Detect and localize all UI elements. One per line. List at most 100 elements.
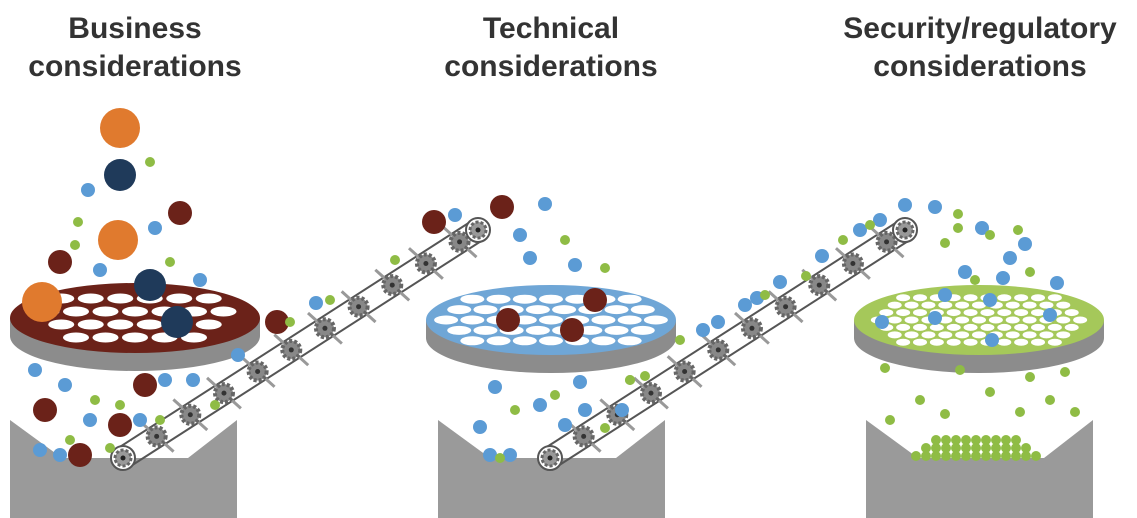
ball xyxy=(231,348,245,362)
ball xyxy=(1043,308,1057,322)
ball xyxy=(938,288,952,302)
ball xyxy=(983,293,997,307)
ball xyxy=(1021,443,1031,453)
sieve-hole xyxy=(78,294,104,304)
ball xyxy=(1018,237,1032,251)
hopper xyxy=(866,420,1093,518)
ball xyxy=(448,208,462,222)
sieve-hole xyxy=(618,316,642,325)
ball xyxy=(578,403,592,417)
ball xyxy=(513,228,527,242)
sieve-hole xyxy=(913,339,927,346)
ball xyxy=(1025,372,1035,382)
sieve-hole xyxy=(631,326,655,335)
sieve-hole xyxy=(487,336,511,345)
gear-hub xyxy=(255,369,260,374)
gear-hub xyxy=(289,347,294,352)
sieve-hole xyxy=(605,305,629,314)
ball xyxy=(104,159,136,191)
sieve-hole xyxy=(913,294,927,301)
sieve-hole xyxy=(1065,309,1079,316)
ball xyxy=(915,395,925,405)
ball xyxy=(28,363,42,377)
ball xyxy=(625,375,635,385)
sieve-hole xyxy=(997,294,1011,301)
sieve-hole xyxy=(1023,317,1037,324)
gear-hub xyxy=(903,228,908,233)
ball xyxy=(1060,367,1070,377)
ball xyxy=(1045,395,1055,405)
illustration: Business considerations Technical consid… xyxy=(0,0,1137,518)
ball xyxy=(70,240,80,250)
ball xyxy=(928,200,942,214)
sieve-hole xyxy=(997,324,1011,331)
ball xyxy=(165,257,175,267)
ball xyxy=(90,395,100,405)
sieve-hole xyxy=(989,317,1003,324)
sieve-hole xyxy=(930,339,944,346)
ball xyxy=(600,263,610,273)
sieve-hole xyxy=(644,316,668,325)
ball xyxy=(1070,407,1080,417)
sieve-hole xyxy=(938,331,952,338)
ball xyxy=(838,235,848,245)
sieve-hole xyxy=(605,326,629,335)
sieve-hole xyxy=(1039,331,1053,338)
ball xyxy=(134,269,166,301)
sieve-hole xyxy=(1056,331,1070,338)
ball xyxy=(533,398,547,412)
ball xyxy=(953,223,963,233)
artwork xyxy=(10,108,1104,470)
gear-hub xyxy=(548,456,553,461)
sieve-hole xyxy=(196,320,222,330)
stage-title: considerations xyxy=(444,50,657,83)
sieve-hole xyxy=(631,305,655,314)
gear-hub xyxy=(322,326,327,331)
sieve-hole xyxy=(1014,324,1028,331)
ball xyxy=(981,435,991,445)
sieve-hole xyxy=(591,336,615,345)
stage-title: Business xyxy=(68,12,201,45)
sieve-hole xyxy=(473,326,497,335)
ball xyxy=(955,365,965,375)
ball xyxy=(940,409,950,419)
sieve-hole xyxy=(905,302,919,309)
sieve-hole xyxy=(196,294,222,304)
sieve-hole xyxy=(526,326,550,335)
ball xyxy=(875,315,889,329)
sieve-hole xyxy=(211,307,237,317)
ball xyxy=(483,448,497,462)
ball xyxy=(550,390,560,400)
gear-hub xyxy=(749,326,754,331)
ball xyxy=(738,298,752,312)
sieve-hole xyxy=(1056,302,1070,309)
ball xyxy=(773,275,787,289)
ball xyxy=(996,271,1010,285)
ball xyxy=(48,250,72,274)
sieve-hole xyxy=(888,317,902,324)
ball xyxy=(961,435,971,445)
ball xyxy=(186,373,200,387)
gear-hub xyxy=(154,434,159,439)
ball xyxy=(911,451,921,461)
ball xyxy=(640,371,650,381)
sieve-hole xyxy=(1048,339,1062,346)
ball xyxy=(33,398,57,422)
ball xyxy=(53,448,67,462)
ball xyxy=(801,271,811,281)
ball xyxy=(133,413,147,427)
sieve-hole xyxy=(539,336,563,345)
sieve-hole xyxy=(526,305,550,314)
stage-title: Technical xyxy=(483,12,619,45)
ball xyxy=(68,443,92,467)
ball xyxy=(473,420,487,434)
sieve-hole xyxy=(460,295,484,304)
sieve-hole xyxy=(879,309,893,316)
sieve-hole xyxy=(513,336,537,345)
ball xyxy=(558,418,572,432)
sieve-hole xyxy=(1056,317,1070,324)
sieve-hole xyxy=(1014,339,1028,346)
ball xyxy=(193,273,207,287)
ball xyxy=(873,213,887,227)
ball xyxy=(488,380,502,394)
